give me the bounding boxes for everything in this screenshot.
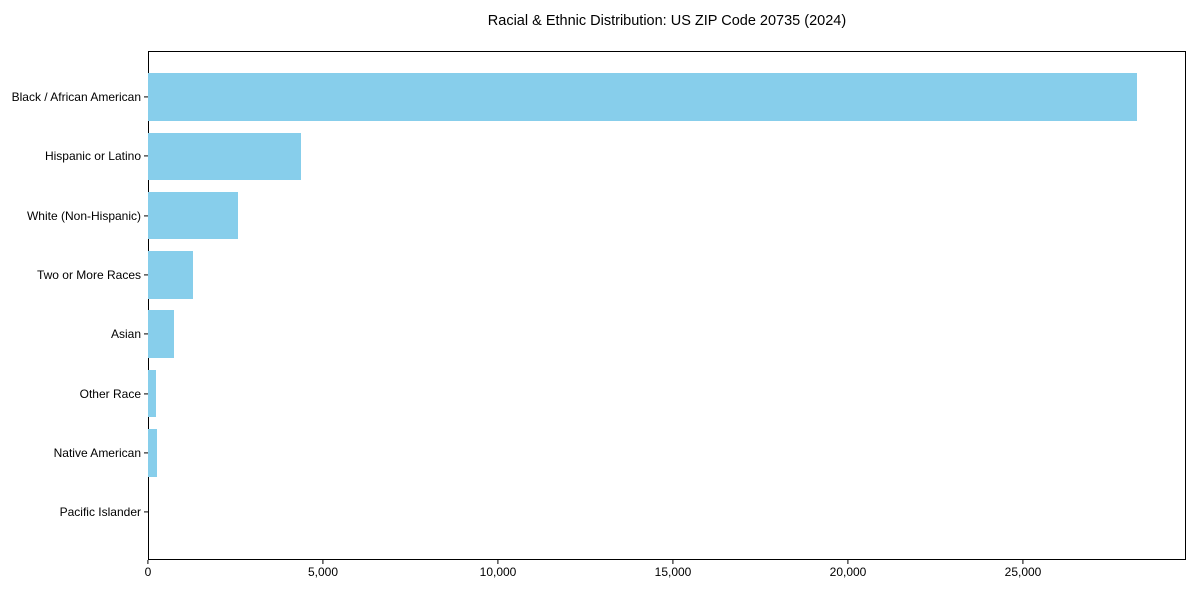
y-tick-mark [144, 155, 148, 157]
y-tick-mark [144, 96, 148, 98]
y-axis-category-label: Other Race [79, 386, 141, 401]
y-tick-mark [144, 333, 148, 335]
plot-area [148, 51, 1186, 560]
x-axis-tick-label: 10,000 [479, 565, 517, 579]
x-tick-mark [1022, 560, 1024, 564]
bar [148, 191, 238, 240]
bar [148, 251, 194, 299]
y-axis-category-label: Hispanic or Latino [44, 149, 141, 164]
x-axis-tick-label: 15,000 [654, 565, 692, 579]
x-tick-mark [847, 560, 849, 564]
x-tick-mark [147, 560, 149, 564]
y-axis-category-label: Black / African American [11, 90, 141, 104]
x-tick-mark [672, 560, 674, 564]
x-axis-tick-label: 0 [144, 565, 152, 579]
bar [148, 310, 174, 358]
y-axis-category-label: Asian [110, 327, 141, 342]
y-tick-mark [144, 511, 148, 513]
x-axis-tick-label: 25,000 [1004, 565, 1042, 579]
y-axis-category-label: White (Non-Hispanic) [26, 208, 141, 223]
bar [148, 132, 301, 181]
y-axis-category-label: Two or More Races [36, 267, 141, 282]
x-axis-tick-label: 5,000 [307, 565, 339, 579]
y-axis-category-label: Pacific Islander [59, 505, 141, 520]
y-tick-mark [144, 274, 148, 276]
y-axis-category-label: Native American [53, 445, 141, 460]
y-tick-mark [144, 452, 148, 454]
x-tick-mark [322, 560, 324, 564]
bar [148, 73, 1138, 121]
y-tick-mark [144, 392, 148, 395]
x-axis-tick-label: 20,000 [829, 565, 867, 579]
y-tick-mark [144, 215, 148, 217]
chart-title: Racial & Ethnic Distribution: US ZIP Cod… [487, 13, 847, 29]
x-tick-mark [497, 560, 499, 564]
bar [148, 429, 157, 477]
bar [148, 369, 157, 418]
